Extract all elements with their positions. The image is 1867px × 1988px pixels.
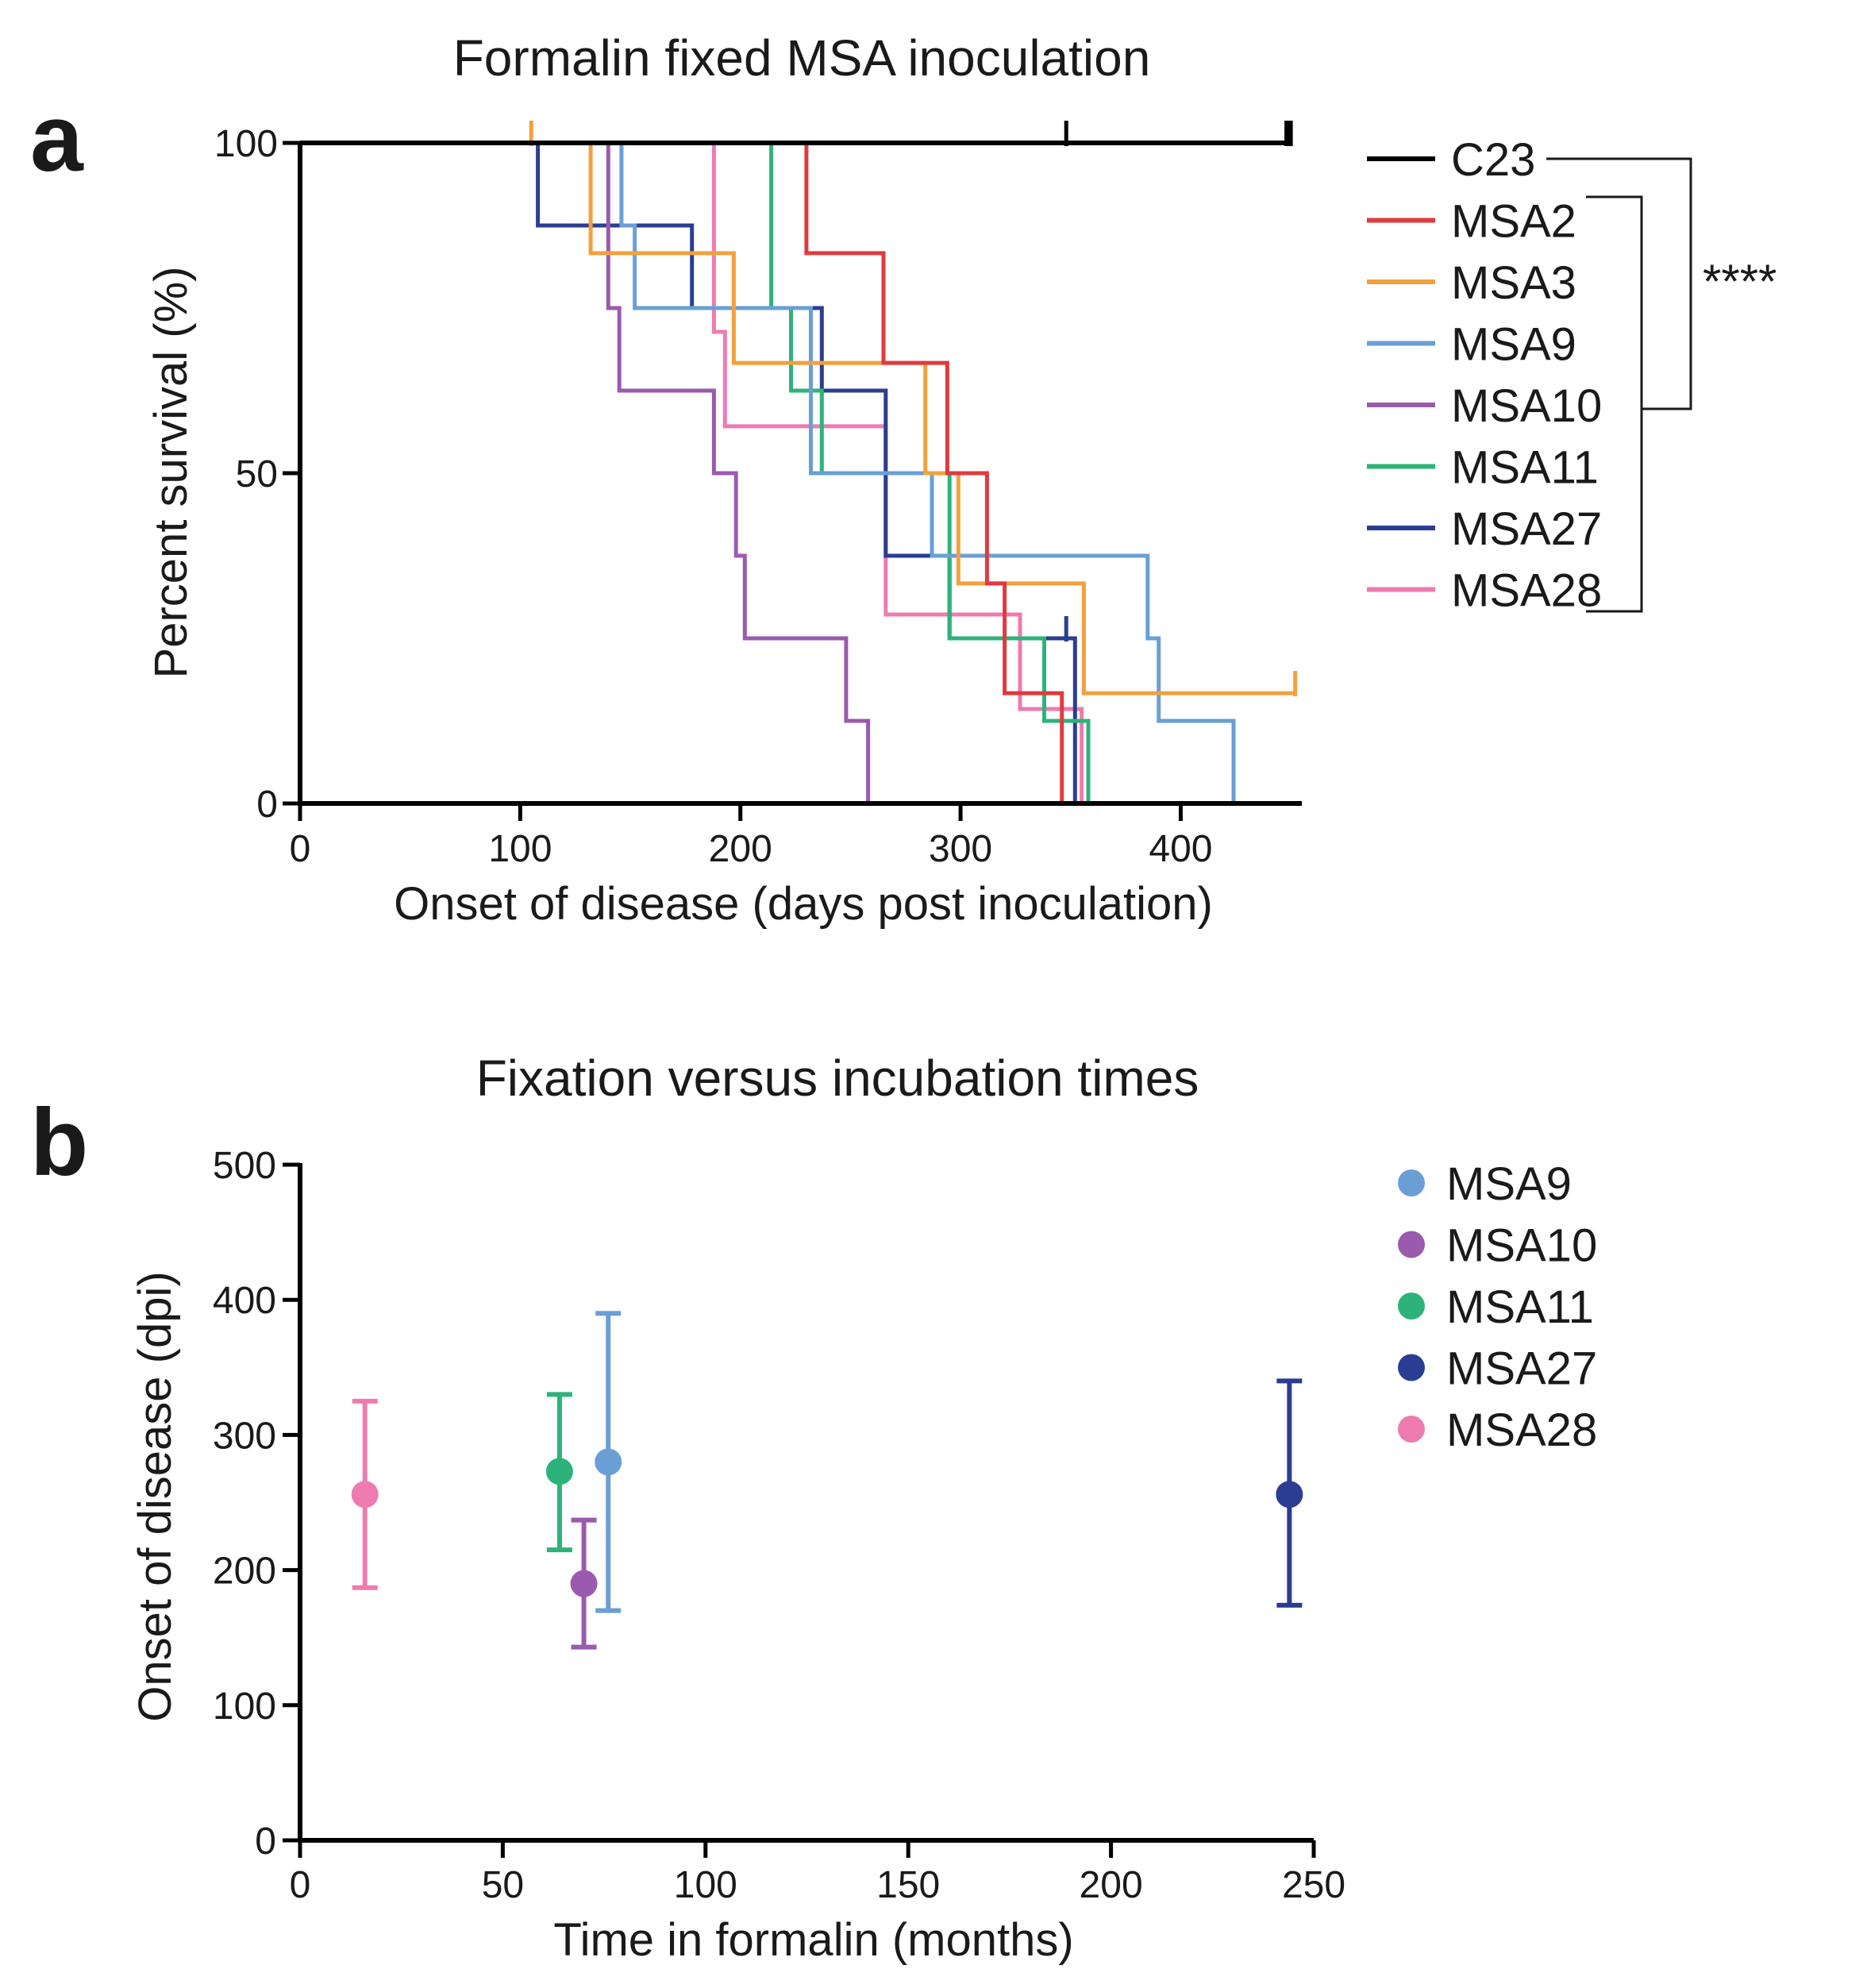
panel-b-x-tick-label-0: 0	[290, 1864, 311, 1906]
data-point-msa10	[570, 1570, 598, 1597]
panel-a-plot-area	[300, 121, 1298, 803]
legend-label-msa28: MSA28	[1446, 1404, 1597, 1456]
legend-marker-msa28	[1398, 1416, 1425, 1443]
panel-b-y-axis-label: Onset of disease (dpi)	[129, 1271, 181, 1721]
panel-b-letter: b	[30, 1089, 88, 1196]
panel-a-y-tick-label-100: 100	[214, 123, 278, 165]
legend-label-msa3: MSA3	[1451, 257, 1576, 309]
data-point-msa27	[1276, 1481, 1303, 1508]
legend-label-msa27: MSA27	[1451, 503, 1602, 555]
panel-b-y-tick-label-500: 500	[213, 1145, 276, 1187]
panel-b-y-tick-label-100: 100	[213, 1686, 276, 1728]
panel-b-scatter-chart: Fixation versus incubation times b 0 50 10…	[30, 1050, 1597, 1966]
panel-b-axes: 0 50 100 150 200 250 0 100 200 300 400 500	[213, 1145, 1345, 1906]
panel-a-letter: a	[30, 85, 84, 191]
series-line-msa10	[300, 141, 871, 803]
panel-a-x-tick-label-100: 100	[488, 828, 552, 870]
significance-bracket: ****	[1546, 157, 1777, 613]
data-point-msa9	[595, 1448, 622, 1476]
panel-a-axes: 0 100 200 300 400 0 50 100	[214, 123, 1302, 870]
panel-b-x-tick-label-200: 200	[1080, 1864, 1143, 1906]
panel-a-x-tick-label-0: 0	[290, 828, 311, 870]
panel-b-y-tick-label-0: 0	[255, 1820, 276, 1863]
panel-b-x-tick-label-50: 50	[482, 1864, 524, 1906]
panel-a-legend: C23 MSA2 MSA3 MSA9 MSA10 MSA11 MSA27 MSA28	[1367, 134, 1602, 617]
legend-label-msa9: MSA9	[1446, 1158, 1572, 1210]
panel-b-y-tick-label-200: 200	[213, 1551, 276, 1593]
panel-b-x-axis-label: Time in formalin (months)	[553, 1914, 1073, 1966]
legend-label-msa27: MSA27	[1446, 1343, 1597, 1395]
significance-label: ****	[1703, 255, 1777, 308]
legend-marker-msa11	[1398, 1293, 1425, 1320]
legend-marker-msa10	[1398, 1231, 1425, 1258]
panel-b-x-tick-label-250: 250	[1282, 1864, 1345, 1906]
panel-a-x-tick-label-200: 200	[709, 828, 772, 870]
series-line-msa9	[300, 141, 1236, 803]
panel-a-y-tick-label-50: 50	[236, 453, 278, 495]
panel-b-plot-area	[351, 1311, 1303, 1650]
panel-a-title: Formalin fixed MSA inoculation	[453, 29, 1151, 87]
panel-a-survival-chart: Formalin fixed MSA inoculation a 0 100 200…	[30, 29, 1777, 930]
panel-b-x-tick-label-150: 150	[876, 1864, 940, 1906]
panel-b-title: Fixation versus incubation times	[476, 1050, 1199, 1107]
legend-label-msa28: MSA28	[1451, 565, 1602, 617]
panel-a-x-tick-label-400: 400	[1149, 828, 1212, 870]
panel-a-y-axis-label: Percent survival (%)	[145, 267, 197, 679]
legend-label-msa11: MSA11	[1451, 442, 1599, 494]
panel-b-x-tick-label-100: 100	[674, 1864, 737, 1906]
panel-a-y-tick-label-0: 0	[256, 784, 278, 826]
legend-label-msa10: MSA10	[1446, 1220, 1597, 1272]
bracket-inner	[1586, 195, 1643, 613]
legend-label-c23: C23	[1451, 134, 1535, 186]
panel-a-x-tick-label-300: 300	[929, 828, 992, 870]
panel-a-x-axis-label: Onset of disease (days post inoculation)	[394, 878, 1213, 930]
legend-label-msa10: MSA10	[1451, 380, 1602, 432]
data-point-msa28	[351, 1481, 379, 1508]
bracket-outer	[1546, 157, 1692, 410]
legend-marker-msa9	[1398, 1169, 1425, 1196]
legend-marker-msa27	[1398, 1354, 1425, 1381]
panel-b-legend: MSA9 MSA10 MSA11 MSA27 MSA28	[1398, 1158, 1597, 1456]
panel-b-y-tick-label-300: 300	[213, 1415, 276, 1457]
legend-label-msa11: MSA11	[1446, 1281, 1594, 1333]
data-point-msa11	[545, 1458, 573, 1485]
legend-label-msa9: MSA9	[1451, 319, 1576, 371]
panel-b-y-tick-label-400: 400	[213, 1280, 276, 1322]
series-line-msa3	[300, 141, 1295, 695]
legend-label-msa2: MSA2	[1451, 196, 1576, 248]
series-line-msa2	[300, 141, 1064, 803]
